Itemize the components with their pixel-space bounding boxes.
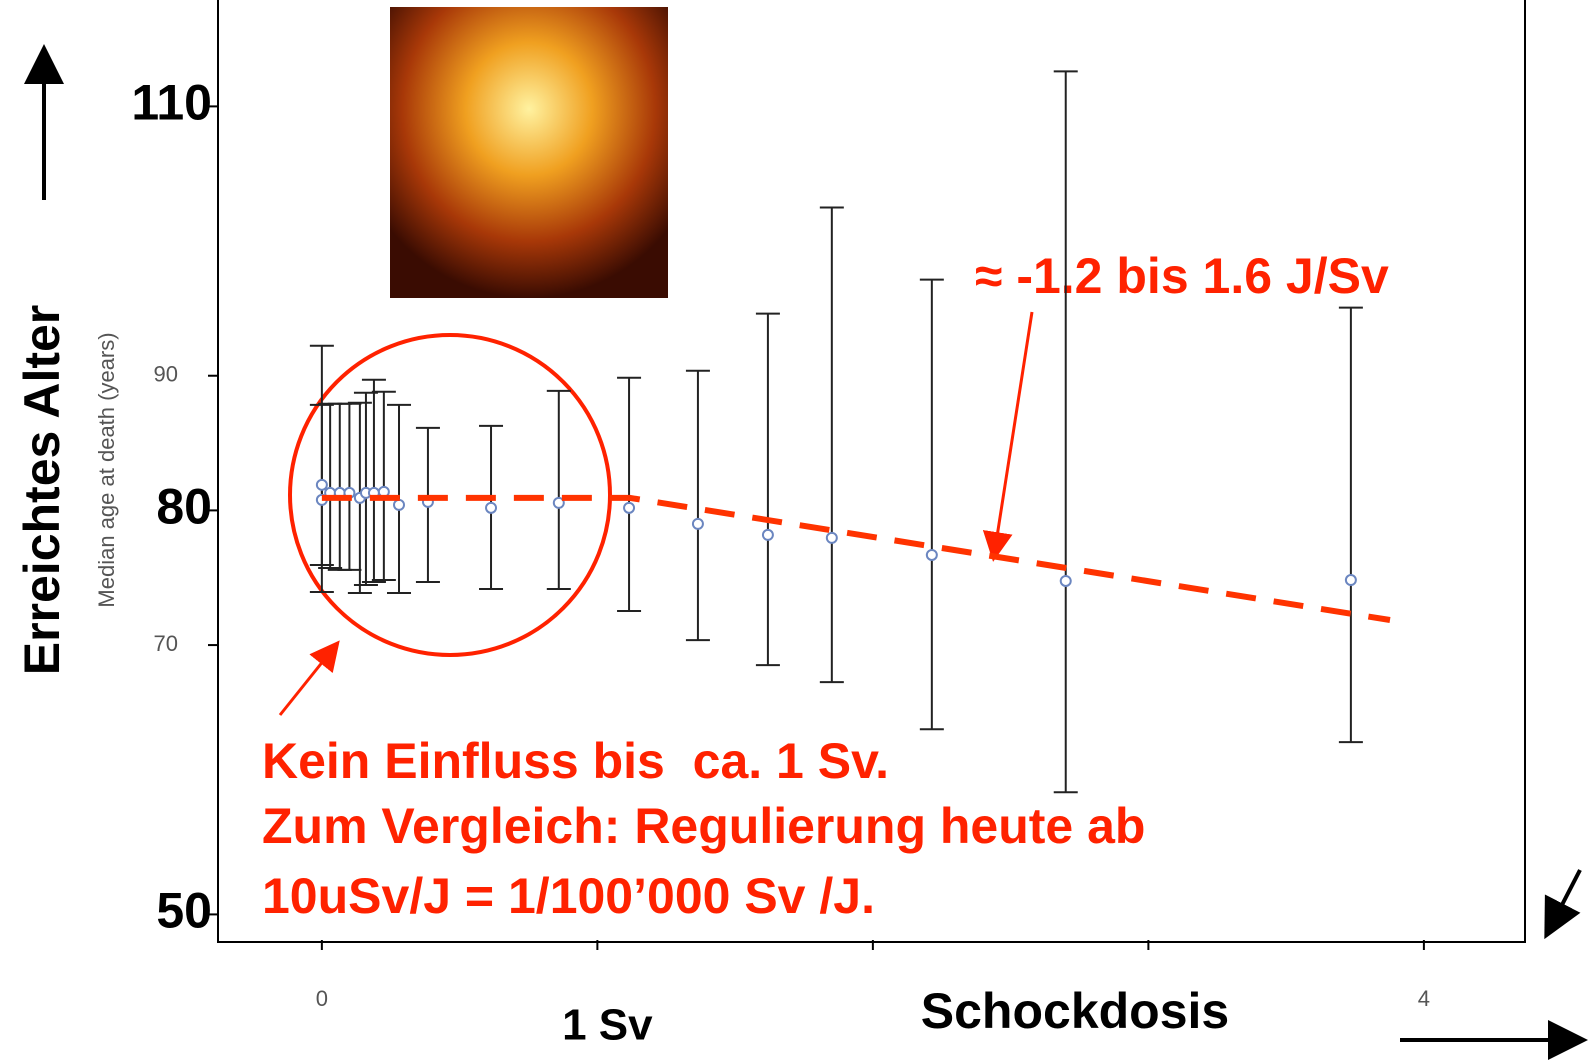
point (693, 519, 703, 529)
y-axis-label: Median age at death (years) (94, 332, 119, 607)
fireball-image (390, 7, 668, 298)
y-tick-label: 50 (156, 883, 212, 939)
y-tick-label: 80 (156, 479, 212, 535)
point (1061, 576, 1071, 586)
y-tick-label: 110 (131, 75, 212, 131)
point (763, 530, 773, 540)
x-tick-label: 0 (316, 986, 328, 1011)
x-tick-label: 4 (1418, 986, 1430, 1011)
y-tick-label: 70 (154, 631, 178, 656)
point (317, 480, 327, 490)
point (624, 503, 634, 513)
annotation: Kein Einfluss bis ca. 1 Sv. (262, 733, 889, 789)
x-axis-title: Schockdosis (921, 983, 1229, 1039)
annotation: ≈ -1.2 bis 1.6 J/Sv (975, 248, 1389, 304)
point (394, 500, 404, 510)
point (486, 503, 496, 513)
point (827, 533, 837, 543)
annotation: 10uSv/J = 1/100’000 Sv /J. (262, 868, 875, 924)
point (927, 550, 937, 560)
arrow (994, 312, 1032, 556)
x-tick-label: 1 Sv (562, 1001, 653, 1050)
arrow (1548, 870, 1580, 932)
trend-line (322, 498, 1390, 620)
chart: Median age at death (years) Erreichtes A… (0, 0, 1591, 1060)
point (1346, 575, 1356, 585)
arrow (280, 645, 336, 715)
y-tick-label: 90 (154, 362, 178, 387)
y-axis-title: Erreichtes Alter (14, 305, 70, 676)
annotation: Zum Vergleich: Regulierung heute ab (262, 798, 1145, 854)
